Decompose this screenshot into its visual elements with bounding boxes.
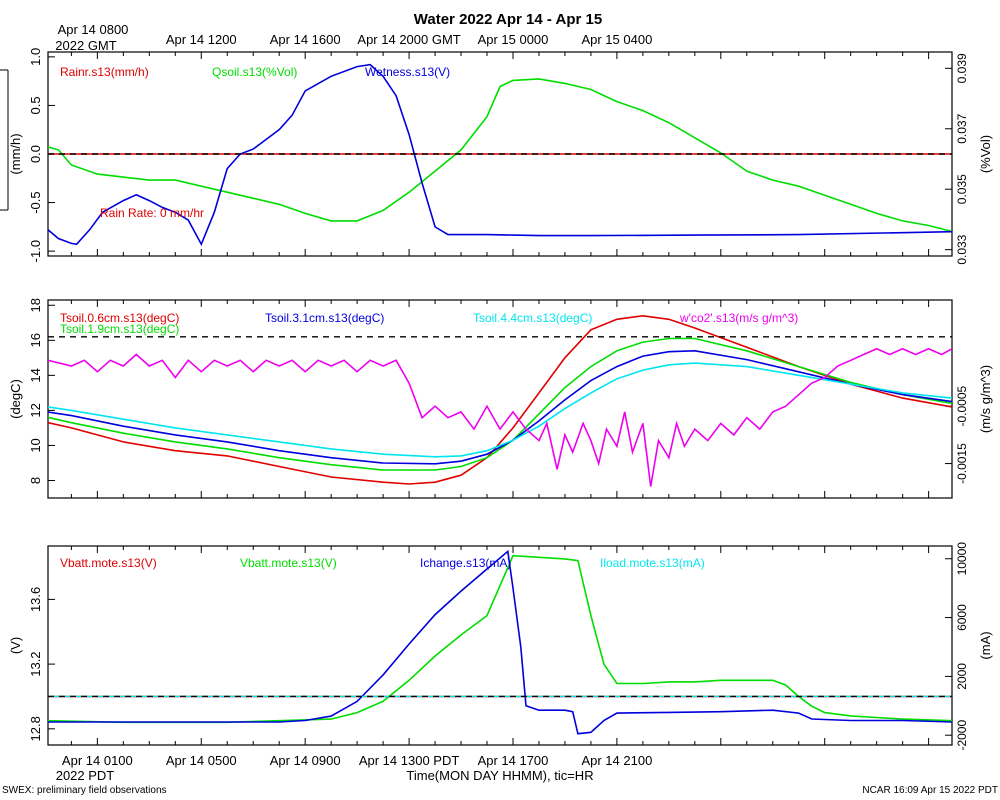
left-axis-label: (degC) [8, 379, 23, 419]
series-line-cyan [48, 362, 952, 458]
left-y-tick-label: 10 [28, 438, 43, 452]
right-y-tick-label: 10000 [955, 542, 969, 576]
top-axis-first-label-line1: Apr 14 0800 [58, 22, 129, 37]
series-line-green [48, 337, 952, 471]
left-y-tick-label: 12.8 [28, 716, 43, 741]
right-axis-label: (%Vol) [978, 135, 993, 173]
bottom-axis-label: Apr 14 0500 [166, 753, 237, 768]
legend-entry: Wetness.s13(V) [365, 65, 450, 79]
legend-entry: Tsoil.3.1cm.s13(degC) [265, 311, 384, 325]
footer-right-note: NCAR 16:09 Apr 15 2022 PDT [862, 785, 998, 796]
plot-frame [47, 299, 953, 499]
bottom-axis-label: Apr 14 1700 [478, 753, 549, 768]
top-axis-label: Apr 15 0400 [581, 32, 652, 47]
series-line-red [48, 314, 952, 485]
top-axis-label: Apr 14 2000 GMT [357, 32, 460, 47]
legend-entry: Rainr.s13(mm/h) [60, 65, 149, 79]
right-y-tick-label: 2000 [955, 663, 969, 690]
left-y-tick-label: -1.0 [28, 240, 43, 262]
legend-entry: Ichange.s13(mA) [420, 556, 511, 570]
right-axis-label: (mA) [978, 631, 993, 659]
chart-title: Water 2022 Apr 14 - Apr 15 [414, 11, 602, 28]
series-group [48, 549, 952, 735]
panel-3: 12.8 13.2 13.6 -2000 2000 6000 10000 (V) (mA) Vba… [8, 542, 993, 751]
legend-entry: Vbatt.mote.s13(V) [240, 556, 337, 570]
right-y-tick-label: 0.039 [955, 53, 969, 83]
series-line-magenta [48, 347, 952, 487]
series-line-blue [48, 63, 952, 247]
plot-frame [47, 545, 953, 746]
legend-entry: Tsoil.4.4cm.s13(degC) [473, 311, 592, 325]
top-axis-first-label-line2: 2022 GMT [55, 38, 116, 53]
bottom-axis-label: Apr 14 0100 [62, 753, 133, 768]
legend-entry: Qsoil.s13(%Vol) [212, 65, 297, 79]
footer-left-note: SWEX: preliminary field observations [2, 785, 167, 796]
left-y-tick-label: -0.5 [28, 191, 43, 213]
left-y-tick-label: 8 [28, 477, 43, 484]
left-y-tick-label: 18 [28, 298, 43, 312]
series-line-green [48, 78, 952, 233]
bottom-axis-label: Apr 14 1300 PDT [359, 753, 460, 768]
top-axis-label: Apr 14 1200 [166, 32, 237, 47]
right-axis-label: (m/s g/m^3) [978, 365, 993, 433]
series-line-green [48, 554, 952, 724]
left-y-tick-label: 14 [28, 368, 43, 382]
right-y-tick-label: -0.0005 [955, 386, 969, 427]
legend-entry: Tsoil.0.6cm.s13(degC) [60, 311, 179, 325]
left-axis-label: (mm/h) [8, 133, 23, 174]
series-group [48, 63, 952, 247]
right-y-tick-label: -0.0015 [955, 443, 969, 484]
left-y-tick-label: 13.6 [28, 587, 43, 612]
left-y-tick-label: 13.2 [28, 651, 43, 676]
top-axis-label: Apr 15 0000 [478, 32, 549, 47]
left-y-tick-label: 0.0 [28, 145, 43, 163]
rain-rate-annotation: Rain Rate: 0 mm/hr [100, 206, 204, 220]
panel-2: 8 10 12 14 16 18 -0.0015 -0.0005 (degC) (m/s g/m^… [8, 298, 993, 499]
left-axis-label: (V) [8, 637, 23, 654]
right-y-tick-label: 0.033 [955, 234, 969, 264]
series-line-blue [48, 549, 952, 735]
top-axis-label: Apr 14 1600 [270, 32, 341, 47]
legend-entry: Tsoil.1.9cm.s13(degC) [60, 322, 179, 336]
bottom-axis-label: Apr 14 0900 [270, 753, 341, 768]
legend-entry: Vbatt.mote.s13(V) [60, 556, 157, 570]
panel-1: -1.0 -0.5 0.0 0.5 1.0 0.033 0.035 0.037 0.039 (mm… [8, 48, 993, 265]
right-y-tick-label: 6000 [955, 604, 969, 631]
bottom-axis-year-label: 2022 PDT [56, 768, 115, 783]
left-y-tick-label: 1.0 [28, 48, 43, 66]
left-y-tick-label: 12 [28, 403, 43, 417]
right-y-tick-label: 0.035 [955, 174, 969, 204]
legend-entry: w'co2'.s13(m/s g/m^3) [679, 311, 798, 325]
series-group [48, 314, 952, 487]
left-y-tick-label: 0.5 [28, 96, 43, 114]
right-y-tick-label: -2000 [955, 720, 969, 751]
left-y-tick-label: 16 [28, 333, 43, 347]
series-line-blue [48, 349, 952, 465]
x-axis-label: Time(MON DAY HHMM), tic=HR [406, 768, 593, 783]
right-y-tick-label: 0.037 [955, 113, 969, 143]
bottom-axis-label: Apr 14 2100 [581, 753, 652, 768]
legend-entry: Iload.mote.s13(mA) [600, 556, 705, 570]
